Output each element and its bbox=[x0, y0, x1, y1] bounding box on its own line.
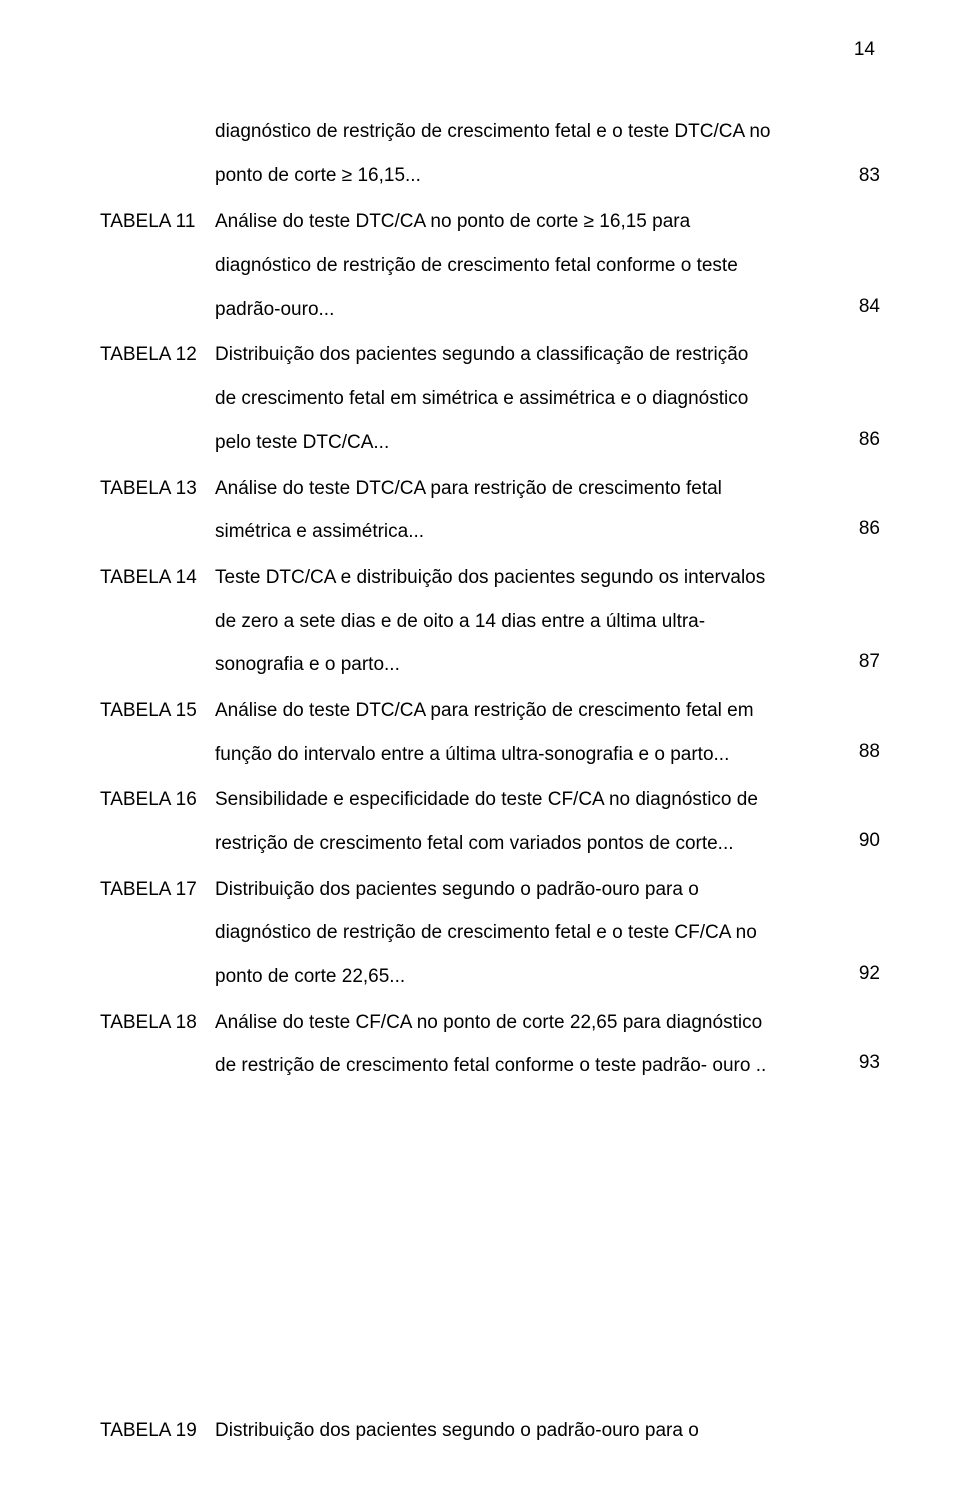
entry-text: Análise do teste DTC/CA no ponto de cort… bbox=[215, 200, 845, 244]
intro-line-1: diagnóstico de restrição de crescimento … bbox=[215, 110, 845, 154]
toc-entry: TABELA 13 Análise do teste DTC/CA para r… bbox=[100, 467, 880, 554]
entry-label: TABELA 17 bbox=[100, 868, 215, 912]
entry-page: 92 bbox=[845, 952, 880, 999]
toc-entry-footer: TABELA 19 Distribuição dos pacientes seg… bbox=[100, 1409, 880, 1453]
entry-page: 84 bbox=[845, 285, 880, 332]
entry-text: diagnóstico de restrição de crescimento … bbox=[215, 911, 845, 955]
table-of-contents: diagnóstico de restrição de crescimento … bbox=[100, 110, 880, 1088]
entry-label: TABELA 13 bbox=[100, 467, 215, 511]
entry-label: TABELA 18 bbox=[100, 1001, 215, 1045]
toc-entry: TABELA 15 Análise do teste DTC/CA para r… bbox=[100, 689, 880, 776]
entry-text: de crescimento fetal em simétrica e assi… bbox=[215, 377, 845, 421]
entry-page: 86 bbox=[845, 418, 880, 465]
intro-line-2: ponto de corte ≥ 16,15... bbox=[215, 154, 845, 201]
entry-page: 87 bbox=[845, 640, 880, 687]
page-number: 14 bbox=[854, 28, 875, 72]
entry-label: TABELA 14 bbox=[100, 556, 215, 600]
toc-entry: TABELA 17 Distribuição dos pacientes seg… bbox=[100, 868, 880, 999]
entry-text: Sensibilidade e especificidade do teste … bbox=[215, 778, 845, 822]
entry-text: padrão-ouro... bbox=[215, 288, 845, 332]
entry-label: TABELA 12 bbox=[100, 333, 215, 377]
toc-entry: TABELA 18 Análise do teste CF/CA no pont… bbox=[100, 1001, 880, 1088]
entry-text: Análise do teste DTC/CA para restrição d… bbox=[215, 689, 845, 733]
entry-label: TABELA 11 bbox=[100, 200, 215, 244]
entry-label: TABELA 19 bbox=[100, 1409, 215, 1453]
entry-text: de restrição de crescimento fetal confor… bbox=[215, 1044, 845, 1088]
entry-text: função do intervalo entre a última ultra… bbox=[215, 733, 845, 777]
entry-text: Distribuição dos pacientes segundo o pad… bbox=[215, 868, 845, 912]
entry-text: de zero a sete dias e de oito a 14 dias … bbox=[215, 600, 845, 644]
entry-label: TABELA 16 bbox=[100, 778, 215, 822]
entry-text: pelo teste DTC/CA... bbox=[215, 421, 845, 465]
entry-label: TABELA 15 bbox=[100, 689, 215, 733]
toc-entry: TABELA 12 Distribuição dos pacientes seg… bbox=[100, 333, 880, 464]
entry-text: restrição de crescimento fetal com varia… bbox=[215, 822, 845, 866]
entry-page: 93 bbox=[845, 1041, 880, 1088]
entry-text: Análise do teste DTC/CA para restrição d… bbox=[215, 467, 845, 511]
toc-entry: TABELA 14 Teste DTC/CA e distribuição do… bbox=[100, 556, 880, 687]
entry-text: Distribuição dos pacientes segundo o pad… bbox=[215, 1409, 880, 1453]
entry-text: diagnóstico de restrição de crescimento … bbox=[215, 244, 845, 288]
toc-entry: TABELA 16 Sensibilidade e especificidade… bbox=[100, 778, 880, 865]
entry-page: 86 bbox=[845, 507, 880, 554]
entry-page: 90 bbox=[845, 819, 880, 866]
entry-text: sonografia e o parto... bbox=[215, 643, 845, 687]
entry-text: simétrica e assimétrica... bbox=[215, 510, 845, 554]
intro-page: 83 bbox=[845, 154, 880, 201]
entry-page: 88 bbox=[845, 730, 880, 777]
entry-text: ponto de corte 22,65... bbox=[215, 955, 845, 999]
entry-text: Distribuição dos pacientes segundo a cla… bbox=[215, 333, 845, 377]
entry-text: Análise do teste CF/CA no ponto de corte… bbox=[215, 1001, 845, 1045]
toc-entry: TABELA 11 Análise do teste DTC/CA no pon… bbox=[100, 200, 880, 331]
entry-text: Teste DTC/CA e distribuição dos paciente… bbox=[215, 556, 845, 600]
